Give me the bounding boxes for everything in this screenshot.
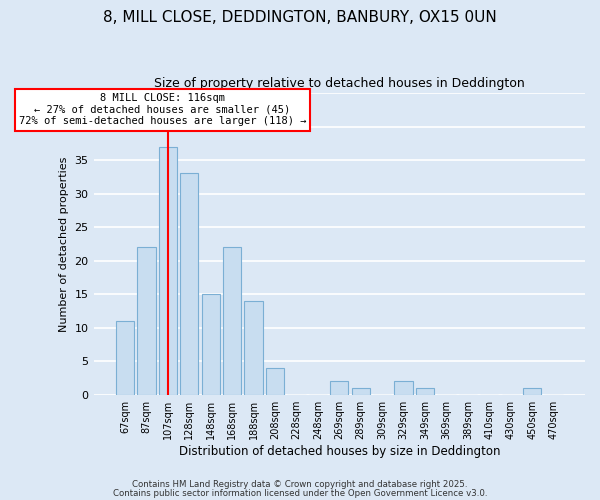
Text: 8 MILL CLOSE: 116sqm
← 27% of detached houses are smaller (45)
72% of semi-detac: 8 MILL CLOSE: 116sqm ← 27% of detached h…: [19, 93, 306, 126]
Bar: [244, 301, 263, 394]
Bar: [394, 382, 413, 394]
Text: Contains HM Land Registry data © Crown copyright and database right 2025.: Contains HM Land Registry data © Crown c…: [132, 480, 468, 489]
Title: Size of property relative to detached houses in Deddington: Size of property relative to detached ho…: [154, 78, 524, 90]
Bar: [330, 382, 349, 394]
Bar: [159, 146, 177, 394]
X-axis label: Distribution of detached houses by size in Deddington: Distribution of detached houses by size …: [179, 444, 500, 458]
Text: 8, MILL CLOSE, DEDDINGTON, BANBURY, OX15 0UN: 8, MILL CLOSE, DEDDINGTON, BANBURY, OX15…: [103, 10, 497, 25]
Bar: [266, 368, 284, 394]
Bar: [523, 388, 541, 394]
Bar: [137, 247, 155, 394]
Y-axis label: Number of detached properties: Number of detached properties: [59, 156, 69, 332]
Bar: [202, 294, 220, 394]
Bar: [180, 174, 199, 394]
Bar: [416, 388, 434, 394]
Bar: [116, 321, 134, 394]
Bar: [352, 388, 370, 394]
Bar: [223, 247, 241, 394]
Text: Contains public sector information licensed under the Open Government Licence v3: Contains public sector information licen…: [113, 488, 487, 498]
